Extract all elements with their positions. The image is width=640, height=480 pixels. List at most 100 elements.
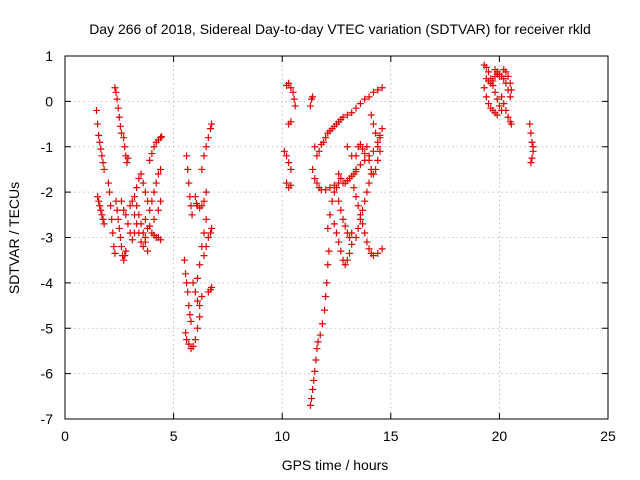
data-point bbox=[309, 93, 317, 101]
data-point bbox=[120, 206, 128, 214]
data-point bbox=[374, 138, 382, 146]
data-point bbox=[200, 252, 208, 260]
data-point bbox=[139, 243, 147, 251]
data-point bbox=[108, 215, 116, 223]
data-point bbox=[359, 220, 367, 228]
data-point bbox=[333, 229, 340, 237]
y-tick-label: -4 bbox=[41, 275, 54, 291]
data-point bbox=[378, 125, 386, 133]
data-point bbox=[343, 111, 351, 119]
data-point bbox=[113, 95, 121, 103]
data-point bbox=[502, 68, 510, 76]
data-point bbox=[152, 179, 160, 187]
data-point bbox=[318, 320, 326, 328]
data-point bbox=[115, 113, 123, 121]
data-point bbox=[154, 170, 162, 178]
data-point bbox=[204, 234, 212, 241]
data-point bbox=[502, 106, 510, 114]
data-point bbox=[482, 63, 490, 71]
data-point bbox=[369, 170, 377, 178]
data-point bbox=[126, 202, 134, 210]
data-point bbox=[365, 93, 373, 101]
data-point bbox=[374, 249, 382, 257]
x-tick-label: 0 bbox=[61, 428, 69, 444]
data-point bbox=[287, 118, 295, 126]
data-point bbox=[154, 206, 162, 214]
data-point bbox=[287, 165, 295, 173]
data-point bbox=[111, 84, 119, 92]
x-tick-label: 25 bbox=[600, 428, 616, 444]
data-point bbox=[100, 220, 108, 228]
data-point bbox=[133, 184, 141, 192]
data-point bbox=[287, 84, 295, 92]
data-point bbox=[322, 292, 330, 300]
data-point bbox=[120, 134, 128, 142]
data-point bbox=[493, 111, 501, 119]
data-point bbox=[346, 249, 354, 257]
data-point bbox=[330, 188, 338, 196]
data-point bbox=[369, 147, 377, 155]
data-point bbox=[290, 95, 298, 103]
data-point bbox=[196, 313, 204, 321]
data-point bbox=[96, 138, 104, 146]
data-point bbox=[346, 234, 354, 241]
data-point bbox=[489, 77, 497, 85]
data-point bbox=[326, 211, 334, 219]
data-point bbox=[359, 206, 367, 214]
data-point bbox=[285, 159, 293, 167]
data-point bbox=[354, 224, 362, 232]
data-point bbox=[363, 238, 371, 246]
data-point bbox=[343, 143, 351, 151]
data-point bbox=[529, 143, 537, 151]
data-point bbox=[117, 243, 125, 251]
x-tick-label: 5 bbox=[170, 428, 178, 444]
data-point bbox=[343, 256, 351, 264]
data-point bbox=[141, 188, 149, 196]
data-point bbox=[507, 120, 515, 128]
data-point bbox=[146, 206, 154, 214]
data-point bbox=[363, 188, 371, 196]
data-point bbox=[482, 93, 490, 101]
data-point bbox=[313, 345, 321, 353]
data-point bbox=[116, 122, 124, 130]
data-point bbox=[207, 229, 215, 237]
data-point bbox=[359, 145, 367, 153]
x-axis-label: GPS time / hours bbox=[282, 457, 389, 473]
data-point bbox=[311, 367, 319, 375]
data-point bbox=[146, 222, 154, 230]
data-point bbox=[335, 197, 343, 205]
data-point bbox=[352, 104, 360, 112]
data-point bbox=[202, 188, 210, 196]
data-point bbox=[309, 165, 317, 173]
data-point bbox=[369, 120, 377, 128]
data-point bbox=[110, 243, 118, 251]
data-point bbox=[99, 215, 107, 223]
data-point bbox=[498, 93, 506, 101]
data-point bbox=[337, 206, 345, 214]
data-point bbox=[94, 120, 102, 128]
data-point bbox=[191, 336, 199, 344]
data-point bbox=[135, 175, 143, 183]
data-point bbox=[133, 202, 141, 210]
data-point bbox=[131, 211, 139, 219]
data-point bbox=[528, 154, 536, 162]
data-point bbox=[122, 247, 130, 255]
data-point bbox=[287, 181, 295, 189]
data-point bbox=[306, 102, 314, 110]
data-point bbox=[348, 109, 356, 117]
data-point bbox=[363, 143, 371, 151]
data-point bbox=[150, 143, 158, 151]
data-point bbox=[504, 72, 512, 80]
data-point bbox=[141, 215, 149, 223]
data-point bbox=[527, 159, 535, 167]
data-point bbox=[113, 206, 121, 214]
data-point bbox=[324, 224, 332, 232]
data-point bbox=[185, 179, 193, 187]
x-tick-label: 15 bbox=[383, 428, 399, 444]
data-point bbox=[504, 113, 512, 121]
data-point bbox=[376, 131, 384, 139]
data-point bbox=[333, 184, 340, 192]
data-point bbox=[356, 140, 364, 148]
data-point bbox=[207, 125, 215, 133]
